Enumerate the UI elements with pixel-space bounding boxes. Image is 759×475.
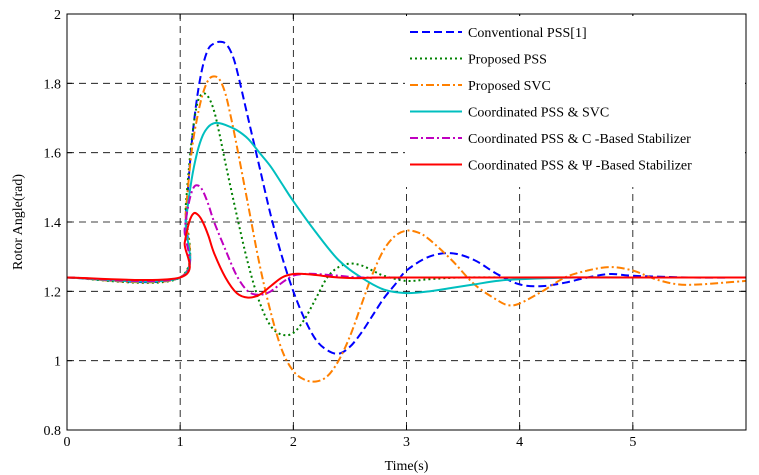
legend-label-6: Coordinated PSS & Ψ -Based Stabilizer [468,159,692,174]
y-axis-label: Rotor Angle(rad) [11,174,26,270]
plot-frame [66,13,747,431]
legend-label-5: Coordinated PSS & C -Based Stabilizer [468,132,691,147]
x-tick-label: 4 [516,435,523,450]
y-tick-label: 1.2 [44,285,62,300]
y-tick-label: 1.4 [44,216,62,231]
legend-label-4: Coordinated PSS & SVC [468,106,609,121]
x-tick-label: 5 [629,435,636,450]
x-axis-label: Time(s) [385,459,429,474]
legend-box [405,16,745,187]
legend-label-1: Conventional PSS[1] [468,26,587,41]
legend-label-2: Proposed PSS [468,53,547,68]
y-tick-label: 1 [54,355,61,370]
legend: Conventional PSS[1] Proposed PSS Proposed … [405,16,745,187]
series-line-3 [66,75,747,383]
y-tick-label: 1.8 [44,77,62,92]
x-tick-label: 3 [403,435,410,450]
series-lines [66,40,747,383]
x-tick-label: 1 [177,435,184,450]
x-tick-label: 0 [64,435,71,450]
x-tick-label: 2 [290,435,297,450]
y-tick-label: 2 [54,8,61,23]
series-line-5 [66,184,746,296]
y-tick-label: 1.6 [44,147,62,162]
y-tick-label: 0.8 [44,424,62,439]
axis-ticks: 0 1 2 3 4 5 0.8 1 1.2 1.4 1.6 1.8 2 [44,8,746,450]
legend-label-3: Proposed SVC [468,79,551,94]
series-line-6 [66,211,747,299]
series-line-4 [66,121,746,295]
series-line-1 [66,40,747,355]
